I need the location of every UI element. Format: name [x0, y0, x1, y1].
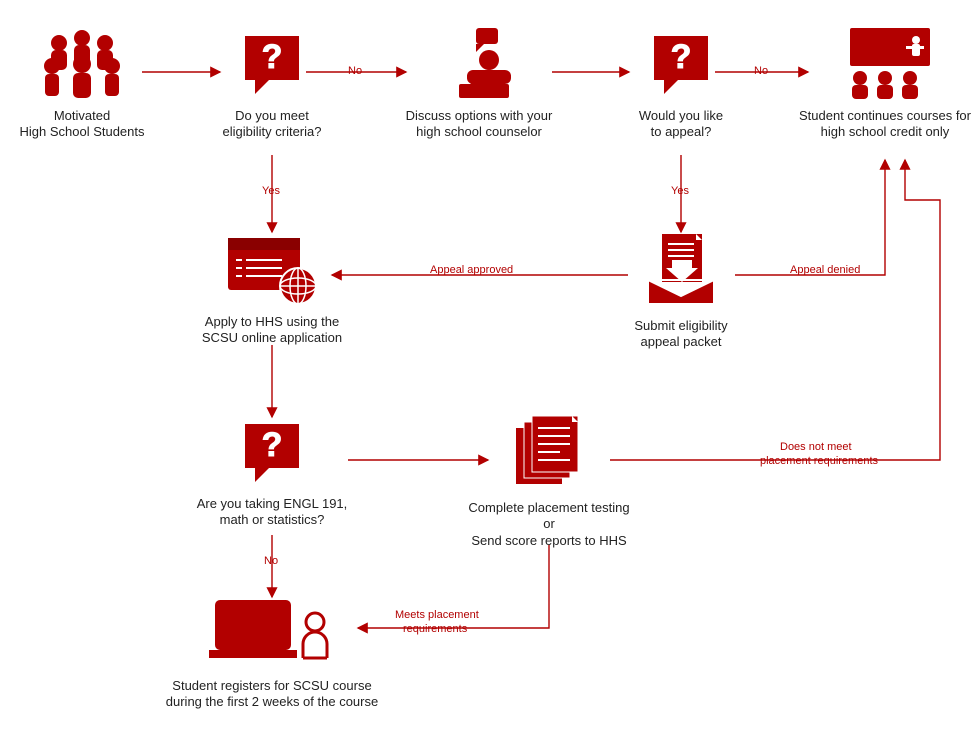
node-label: Student registers for SCSU courseduring …: [166, 678, 378, 709]
counselor-desk-icon: [434, 28, 524, 100]
node-placement-testing: Complete placement testingorSend score r…: [449, 414, 649, 549]
edge-label-no-2: No: [754, 65, 768, 77]
edge-label-no-3: No: [264, 555, 278, 567]
node-continues-courses: Student continues courses forhigh school…: [795, 26, 975, 141]
classroom-icon: [830, 26, 940, 100]
node-label: Student continues courses forhigh school…: [799, 108, 971, 139]
web-app-icon: [222, 232, 322, 306]
node-label: Would you liketo appeal?: [639, 108, 723, 139]
edge-label-meets-req-b: requirements: [403, 623, 467, 635]
edge-label-yes-2: Yes: [671, 185, 689, 197]
node-apply-hhs: Apply to HHS using theSCSU online applic…: [192, 232, 352, 347]
laptop-user-icon: [207, 596, 337, 670]
question-bubble-icon: ?: [237, 418, 307, 488]
edge-label-appeal-denied: Appeal denied: [790, 264, 860, 276]
edge-label-appeal-approved: Appeal approved: [430, 264, 513, 276]
edge-label-no-1: No: [348, 65, 362, 77]
node-student-registers: Student registers for SCSU courseduring …: [152, 596, 392, 711]
node-discuss-counselor: Discuss options with yourhigh school cou…: [394, 28, 564, 141]
edge-label-yes-1: Yes: [262, 185, 280, 197]
svg-text:?: ?: [262, 426, 283, 464]
documents-icon: [506, 414, 592, 492]
node-submit-appeal: Submit eligibilityappeal packet: [611, 230, 751, 351]
node-label: Complete placement testingorSend score r…: [468, 500, 629, 548]
node-label: MotivatedHigh School Students: [19, 108, 144, 139]
node-eligibility-question: ? Do you meeteligibility criteria?: [202, 30, 342, 141]
edge-label-meets-req-a: Meets placement: [395, 609, 479, 621]
node-label: Apply to HHS using theSCSU online applic…: [202, 314, 342, 345]
node-label: Discuss options with yourhigh school cou…: [406, 108, 553, 139]
node-label: Submit eligibilityappeal packet: [634, 318, 727, 349]
svg-text:?: ?: [671, 38, 692, 76]
question-bubble-icon: ?: [646, 30, 716, 100]
question-bubble-icon: ?: [237, 30, 307, 100]
node-label: Are you taking ENGL 191,math or statisti…: [197, 496, 348, 527]
node-engl191-question: ? Are you taking ENGL 191,math or statis…: [182, 418, 362, 529]
edge-label-notmeet-a: Does not meet: [780, 441, 852, 453]
edge-label-notmeet-b: placement requirements: [760, 455, 878, 467]
svg-text:?: ?: [262, 38, 283, 76]
node-motivated-students: MotivatedHigh School Students: [12, 28, 152, 141]
submit-packet-icon: [636, 230, 726, 310]
node-appeal-question: ? Would you liketo appeal?: [611, 30, 751, 141]
node-label: Do you meeteligibility criteria?: [223, 108, 322, 139]
people-group-icon: [37, 28, 127, 100]
